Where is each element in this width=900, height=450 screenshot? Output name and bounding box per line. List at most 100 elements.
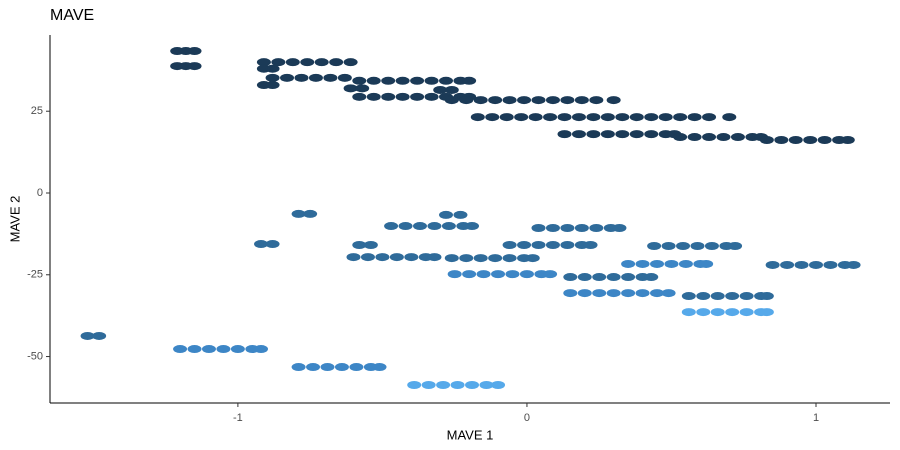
point	[519, 270, 534, 279]
point	[306, 363, 321, 372]
point	[343, 84, 358, 93]
point	[439, 76, 454, 85]
y-tick-label: 25	[31, 105, 43, 117]
point	[320, 363, 335, 372]
point	[441, 222, 456, 231]
point	[514, 113, 529, 122]
point	[491, 270, 506, 279]
point	[612, 223, 627, 232]
point	[774, 136, 789, 145]
point	[462, 270, 477, 279]
point	[765, 260, 780, 269]
point	[343, 58, 358, 67]
point	[421, 381, 436, 390]
point	[846, 260, 861, 269]
point	[571, 113, 586, 122]
point	[366, 92, 381, 101]
point	[92, 331, 107, 340]
point	[823, 260, 838, 269]
point	[583, 241, 598, 250]
point	[664, 259, 679, 268]
point	[395, 76, 410, 85]
point	[650, 289, 665, 298]
point	[300, 58, 315, 67]
point	[606, 289, 621, 298]
point	[381, 76, 396, 85]
point	[574, 223, 589, 232]
point	[621, 273, 636, 282]
point	[473, 96, 488, 105]
point	[615, 130, 630, 139]
x-tick-label: -1	[233, 412, 243, 424]
point	[725, 308, 740, 317]
point	[577, 273, 592, 282]
point	[256, 58, 271, 67]
point	[704, 241, 719, 250]
point	[563, 273, 578, 282]
y-tick-label: 0	[37, 187, 43, 199]
point	[687, 113, 702, 122]
point	[398, 222, 413, 231]
point	[794, 260, 809, 269]
point	[444, 254, 459, 263]
point	[201, 345, 216, 354]
point	[589, 96, 604, 105]
point	[525, 254, 540, 263]
point	[427, 253, 442, 262]
point	[621, 259, 636, 268]
point	[647, 241, 662, 250]
point	[517, 96, 532, 105]
point	[254, 345, 269, 354]
point	[592, 289, 607, 298]
point	[372, 363, 387, 372]
point	[404, 253, 419, 262]
point	[759, 136, 774, 145]
point	[436, 381, 451, 390]
point	[459, 96, 474, 105]
y-tick-label: -50	[27, 350, 43, 362]
point	[187, 47, 202, 56]
point	[265, 81, 280, 90]
point	[352, 241, 367, 250]
point	[294, 73, 309, 82]
point	[465, 222, 480, 231]
point	[488, 254, 503, 263]
y-axis-label: MAVE 2	[7, 196, 22, 243]
point	[444, 85, 459, 94]
point	[531, 241, 546, 250]
point	[303, 209, 318, 218]
point	[187, 62, 202, 71]
point	[337, 73, 352, 82]
point	[384, 222, 399, 231]
point	[346, 253, 361, 262]
point	[410, 92, 425, 101]
point	[265, 64, 280, 73]
point	[560, 241, 575, 250]
point	[502, 96, 517, 105]
point	[473, 254, 488, 263]
point	[453, 210, 468, 219]
y-tick-label: -25	[27, 269, 43, 281]
x-tick-label: 0	[524, 412, 530, 424]
point	[80, 331, 95, 340]
point	[644, 273, 659, 282]
point	[690, 241, 705, 250]
point	[545, 96, 560, 105]
point	[577, 289, 592, 298]
point	[476, 270, 491, 279]
point	[291, 209, 306, 218]
point	[491, 381, 506, 390]
point	[502, 241, 517, 250]
point	[352, 76, 367, 85]
point	[629, 130, 644, 139]
point	[676, 241, 691, 250]
point	[505, 270, 520, 279]
point	[728, 241, 743, 250]
point	[389, 253, 404, 262]
point	[592, 273, 607, 282]
point	[840, 136, 855, 145]
point	[543, 270, 558, 279]
point	[531, 223, 546, 232]
point	[349, 363, 364, 372]
